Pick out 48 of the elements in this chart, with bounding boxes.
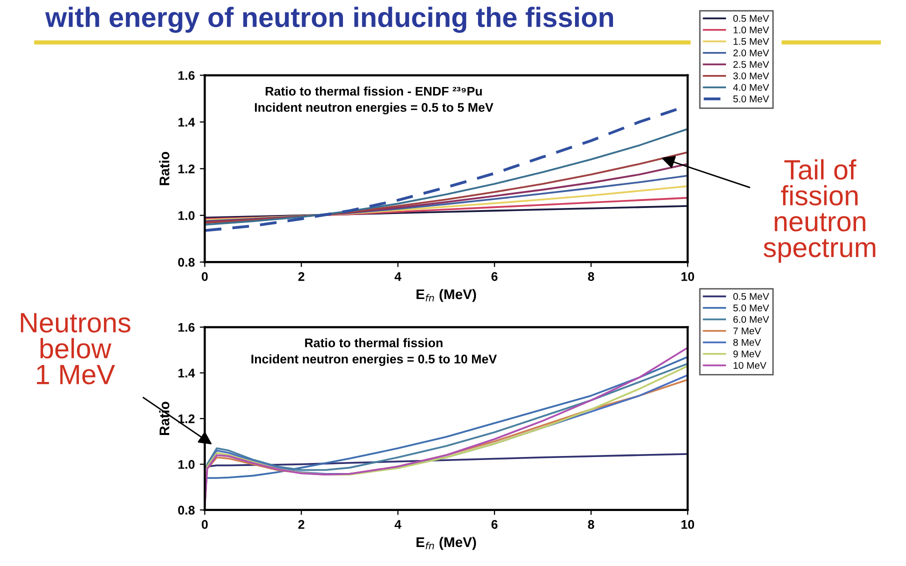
legend-label: 6.0 MeV (733, 316, 770, 323)
text: Ratio to thermal fission (305, 338, 442, 348)
x-tick-label: 2 (298, 520, 304, 529)
y-tick-label: 1.2 (178, 164, 195, 174)
legend-label: 4.0 MeV (733, 84, 770, 91)
text: with energy of neutron inducing the fission (45, 6, 614, 33)
text: Incident neutron energies = 0.5 to 5 MeV (254, 102, 494, 114)
legend-label: 3.0 MeV (733, 72, 770, 80)
y-tick-label: 1.0 (178, 460, 195, 469)
text: Incident neutron energies = 0.5 to 10 MeV (251, 354, 497, 366)
x-tick-label: 0 (202, 272, 208, 281)
legend-label: 0.5 MeV (733, 293, 770, 300)
legend-label: 9 MeV (733, 350, 761, 358)
y-tick-label: 1.4 (178, 368, 195, 378)
y-axis-title: Ratio (159, 402, 170, 435)
legend-label: 7 MeV (733, 328, 761, 334)
legend-label: 8 MeV (733, 338, 761, 346)
x-axis-title: E$_{fn}$ (MeV) (416, 288, 476, 302)
legend-label: 1.0 MeV (734, 26, 770, 34)
legend-label: 5.0 MeV (733, 95, 770, 102)
y-tick-label: 0.8 (178, 506, 195, 515)
x-tick-label: 6 (491, 272, 498, 281)
legend-label: 10 MeV (734, 362, 766, 369)
y-tick-label: 0.8 (178, 258, 195, 267)
legend-label: 2.0 MeV (733, 49, 770, 56)
x-tick-label: 4 (394, 272, 402, 281)
x-tick-label: 8 (588, 272, 594, 281)
legend-label: 5.0 MeV (733, 304, 770, 312)
x-axis-title: E$_{fn}$ (MeV) (416, 536, 476, 550)
annotation: Tail of fission neutron spectrum (764, 159, 876, 263)
x-tick-label: 4 (394, 520, 402, 529)
x-tick-label: 8 (588, 520, 594, 529)
legend-label: 0.5 MeV (733, 15, 770, 22)
y-tick-label: 1.2 (178, 414, 195, 424)
y-tick-label: 1.6 (178, 322, 195, 332)
x-tick-label: 0 (202, 520, 208, 529)
x-tick-label: 6 (491, 520, 498, 529)
y-tick-label: 1.4 (178, 118, 195, 126)
y-tick-label: 1.0 (178, 211, 195, 220)
text: Ratio to thermal fission - ENDF ²³⁹Pu (266, 86, 482, 96)
x-tick-label: 10 (681, 520, 694, 529)
annotation: Neutrons below 1 MeV (20, 313, 130, 384)
y-axis-title: Ratio (159, 152, 170, 186)
x-tick-label: 2 (298, 272, 304, 281)
x-tick-label: 10 (681, 272, 694, 281)
y-tick-label: 1.6 (178, 71, 195, 80)
legend-label: 2.5 MeV (733, 60, 770, 68)
legend-label: 1.5 MeV (734, 38, 770, 45)
